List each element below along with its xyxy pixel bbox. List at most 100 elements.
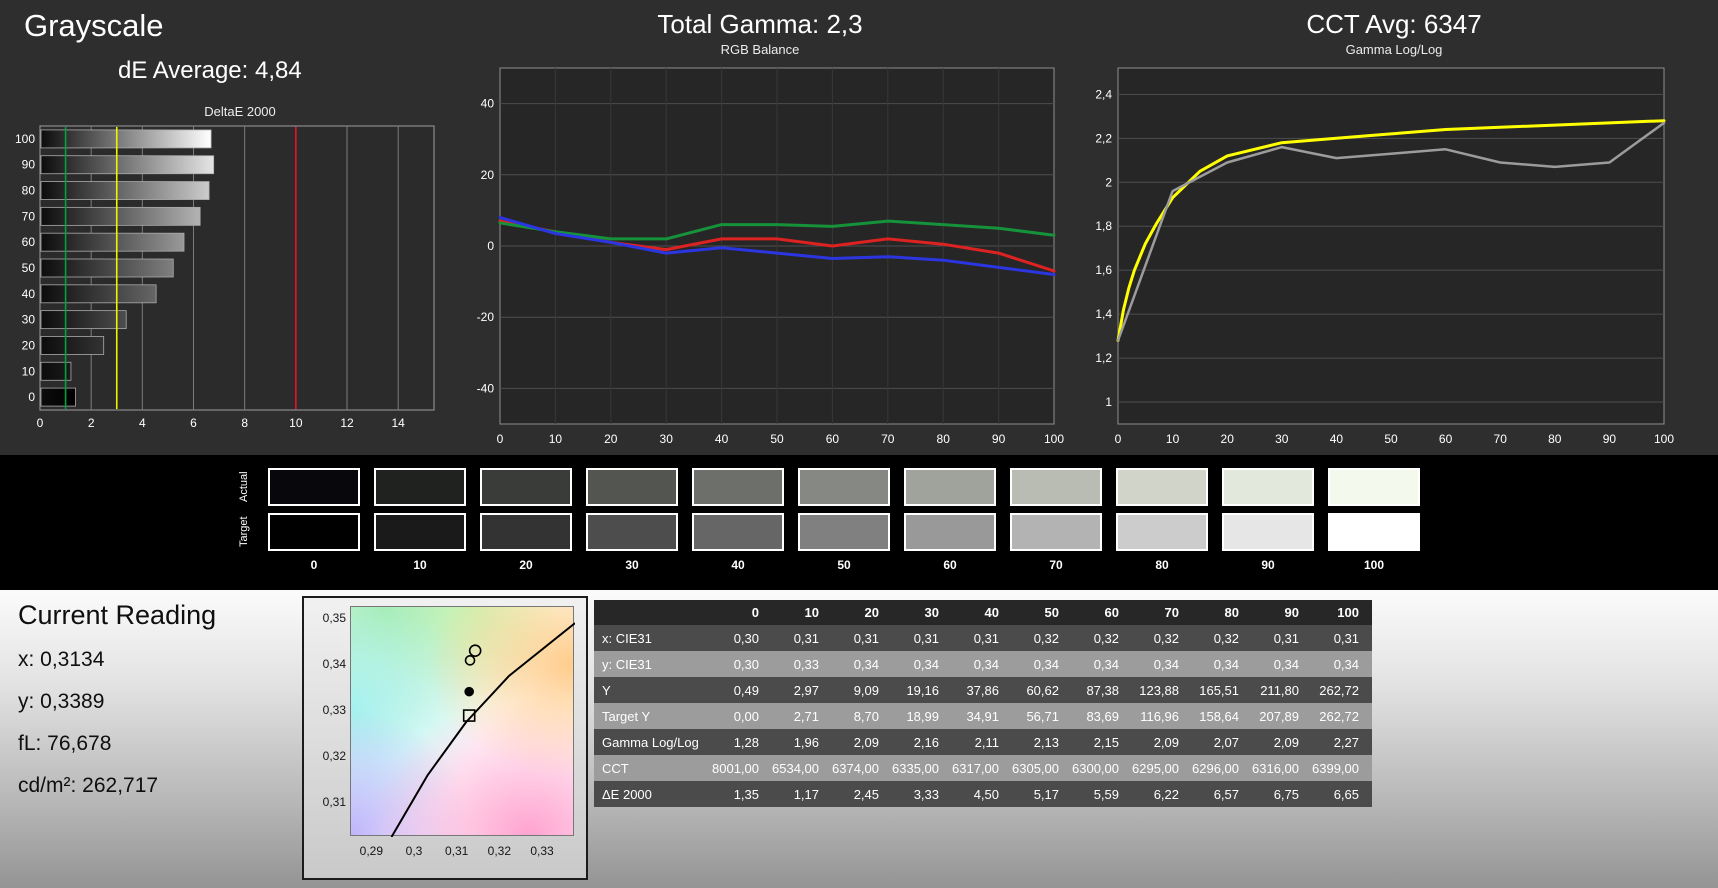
cie-y-tick: 0,31 [322, 794, 346, 809]
table-cell: 6300,00 [1072, 760, 1119, 776]
table-cell: 60,62 [1026, 682, 1059, 698]
svg-text:1,2: 1,2 [1095, 351, 1112, 365]
swatch-level-label: 80 [1155, 558, 1169, 572]
table-cell: 158,64 [1199, 708, 1239, 724]
row-label: x: CIE31 [602, 630, 652, 646]
row-label: y: CIE31 [602, 656, 652, 672]
svg-text:20: 20 [1221, 432, 1235, 446]
svg-text:1: 1 [1105, 395, 1112, 409]
swatch-target-100 [1328, 513, 1420, 551]
svg-text:90: 90 [1603, 432, 1617, 446]
swatch-target-60 [904, 513, 996, 551]
deltae-bar [40, 232, 185, 252]
svg-text:100: 100 [1654, 432, 1674, 446]
deltae-chart: 0 2 4 6 8 10 12 14 100 90 80 70 60 50 40 30 20 10 0 [4, 122, 444, 434]
reading-fl: fL: 76,678 [18, 732, 112, 755]
table-cell: 0,34 [1333, 656, 1359, 672]
table-cell: 123,88 [1139, 682, 1179, 698]
table-cell: 1,28 [733, 734, 759, 750]
table-header-row: 0 10 20 30 40 50 60 70 80 90 100 [594, 600, 1372, 625]
swatch-actual-60 [904, 468, 996, 506]
swatch-actual-90 [1222, 468, 1314, 506]
table-cell: 0,31 [973, 630, 999, 646]
table-cell: 6,22 [1153, 786, 1179, 802]
table-cell: 6374,00 [832, 760, 879, 776]
table-cell: 6,65 [1333, 786, 1359, 802]
target-row-label: Target [238, 516, 250, 548]
table-cell: 0,32 [1033, 630, 1059, 646]
table-cell: 3,33 [913, 786, 939, 802]
table-col-header: 50 [1012, 600, 1072, 625]
table-cell: 9,09 [853, 682, 879, 698]
table-cell: 0,30 [733, 630, 759, 646]
svg-text:0: 0 [487, 239, 494, 253]
swatch-actual-50 [798, 468, 890, 506]
table-cell: 56,71 [1026, 708, 1059, 724]
svg-text:10: 10 [22, 364, 36, 378]
cie-plot-area [350, 606, 575, 837]
table-cell: 207,89 [1259, 708, 1299, 724]
svg-text:20: 20 [481, 168, 495, 182]
gamma_loglog-svg: 1 1,2 1,4 1,6 1,8 2 2,2 2,4 0 10 20 30 40 50 60 70 80 90 1… [1095, 67, 1674, 446]
swatch-grid: Actual Target 0 10 20 30 40 50 60 70 80 90 100 [234, 455, 1718, 572]
table-cell: 0,34 [913, 656, 939, 672]
svg-text:10: 10 [549, 432, 563, 446]
swatch-actual-0 [268, 468, 360, 506]
swatch-target-50 [798, 513, 890, 551]
rgb-balance-panel: Total Gamma: 2,3 RGB Balance -40 -20 0 20 40… [450, 0, 1070, 455]
svg-text:50: 50 [1384, 432, 1398, 446]
cie-svg [390, 622, 575, 837]
svg-text:0: 0 [37, 416, 44, 430]
table-cell: 6296,00 [1192, 760, 1239, 776]
table-cell: 0,31 [793, 630, 819, 646]
actual-row-label: Actual [238, 471, 250, 503]
gamma-chart-title: Gamma Log/Log [1345, 42, 1443, 57]
deltae-bar [40, 181, 210, 200]
table-cell: 4,50 [973, 786, 999, 802]
target-line [1116, 119, 1666, 342]
table-cell: 2,07 [1213, 734, 1239, 750]
table-cell: 0,31 [1273, 630, 1299, 646]
table-cell: 34,91 [966, 708, 999, 724]
table-col-header: 40 [952, 600, 1012, 625]
svg-text:80: 80 [22, 184, 36, 198]
svg-text:8: 8 [241, 416, 248, 430]
table-cell: 83,69 [1086, 708, 1119, 724]
table-row-1: y: CIE31 0,30 0,33 0,34 0,34 0,34 0,34 0,34 0,34… [594, 651, 1372, 677]
svg-text:14: 14 [392, 416, 406, 430]
svg-text:20: 20 [22, 338, 36, 352]
cie-point-marker [464, 655, 476, 666]
cie-diagram: 0,35 0,34 0,33 0,32 0,31 0,29 0,3 0,31 0,32 0,33 [302, 596, 588, 880]
table-cell: 5,17 [1033, 786, 1059, 802]
svg-text:10: 10 [289, 416, 303, 430]
row-label: Target Y [602, 708, 651, 724]
bottom-section: Current Reading x: 0,3134 y: 0,3389 fL: … [0, 590, 1718, 888]
green-line [498, 219, 1056, 241]
table-cell: 5,59 [1093, 786, 1119, 802]
deltae-bar [40, 155, 215, 175]
svg-text:6: 6 [190, 416, 197, 430]
table-cell: 37,86 [966, 682, 999, 698]
row-label: Y [602, 682, 611, 698]
swatch-target-90 [1222, 513, 1314, 551]
table-cell: 6399,00 [1312, 760, 1359, 776]
swatch-level-label: 70 [1049, 558, 1063, 572]
measurement-table-grid: 0 10 20 30 40 50 60 70 80 90 100 x: CIE31 0,30 0,31 0,… [594, 600, 1372, 807]
deltae-bar [40, 258, 174, 278]
table-cell: 6317,00 [952, 760, 999, 776]
table-cell: 19,16 [906, 682, 939, 698]
row-label: ΔE 2000 [602, 786, 652, 802]
table-cell: 2,71 [793, 708, 819, 724]
swatch-target-80 [1116, 513, 1208, 551]
table-cell: 165,51 [1199, 682, 1239, 698]
table-cell: 6316,00 [1252, 760, 1299, 776]
table-cell: 116,96 [1140, 708, 1179, 724]
svg-text:50: 50 [770, 432, 784, 446]
swatch-actual-20 [480, 468, 572, 506]
svg-text:0: 0 [28, 390, 35, 404]
table-col-header: 20 [832, 600, 892, 625]
cct-avg-label: CCT Avg: 6347 [1306, 9, 1482, 39]
table-col-header: 60 [1072, 600, 1132, 625]
cie-x-tick: 0,3 [405, 844, 423, 858]
